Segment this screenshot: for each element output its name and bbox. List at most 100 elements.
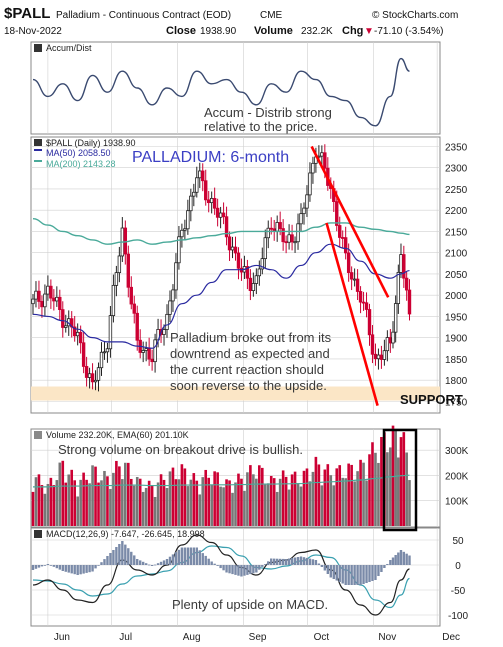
price-bar-body xyxy=(177,236,181,264)
month-label: Aug xyxy=(183,632,201,643)
volume-bar xyxy=(201,477,205,526)
price-bar-body xyxy=(58,296,62,311)
price-bar-body xyxy=(305,194,309,209)
macd-histogram-bar xyxy=(222,565,225,571)
volume-ema-line xyxy=(33,474,410,488)
volume-bar xyxy=(189,479,193,526)
macd-histogram-bar xyxy=(133,555,136,565)
volume-bar xyxy=(258,465,261,526)
volume-legend-text: Volume 232.20K, EMA(60) 201.10K xyxy=(46,430,189,440)
price-bar-body xyxy=(162,329,166,335)
volume-bar xyxy=(73,480,76,526)
price-tick-label: 2250 xyxy=(445,185,468,196)
macd-histogram-bar xyxy=(112,550,115,565)
volume-bar xyxy=(64,482,68,526)
macd-histogram-bar xyxy=(49,565,53,566)
volume-bar xyxy=(165,487,169,526)
volume-bar xyxy=(246,472,249,526)
volume-bar xyxy=(156,482,160,526)
macd-histogram-bar xyxy=(162,560,166,565)
price-bar-body xyxy=(147,348,151,360)
macd-histogram-bar xyxy=(284,559,288,565)
macd-histogram-bar xyxy=(141,561,145,565)
macd-histogram-bar xyxy=(106,556,109,565)
volume-bars-layer xyxy=(31,425,411,526)
volume-bar xyxy=(329,475,333,526)
volume-bar xyxy=(85,479,88,526)
volume-bar xyxy=(159,474,163,526)
volume-annotation: Strong volume on breakout drive is bulli… xyxy=(58,442,303,457)
price-legend: $PALL (Daily) 1938.90 MA(50) 2058.50 MA(… xyxy=(34,138,136,169)
macd-histogram-bar xyxy=(356,565,359,585)
volume-bar xyxy=(222,487,225,526)
volume-bar xyxy=(174,479,178,526)
price-bar-body xyxy=(52,297,56,302)
price-bar-body xyxy=(355,278,360,292)
price-bar-body xyxy=(407,289,412,315)
macd-histogram-bar xyxy=(240,565,243,577)
macd-histogram-bar xyxy=(314,560,318,565)
macd-histogram-bar xyxy=(335,565,338,581)
price-bar-body xyxy=(102,351,107,354)
macd-histogram-bar xyxy=(308,558,312,565)
macd-histogram-bar xyxy=(159,561,163,565)
macd-histogram-bar xyxy=(371,565,374,581)
accum-legend: Accum/Dist xyxy=(34,43,92,53)
price-annotation-line4: soon reverse to the upside. xyxy=(170,378,327,393)
volume-bar xyxy=(377,462,380,526)
volume-bar xyxy=(138,478,142,526)
macd-legend-text: MACD(12,26,9) -7.647, -26.645, 18.998 xyxy=(46,529,205,539)
price-bar-body xyxy=(382,350,387,360)
macd-histogram-bar xyxy=(397,552,400,565)
price-bar-body xyxy=(129,286,133,305)
macd-histogram-bar xyxy=(347,565,350,585)
volume-bar xyxy=(132,485,136,526)
price-bar-body xyxy=(266,227,270,239)
price-annotation-line1: Palladium broke out from its xyxy=(170,330,332,345)
macd-histogram-bar xyxy=(73,565,76,575)
price-bar-body xyxy=(248,277,253,291)
price-bar-body xyxy=(278,222,282,229)
macd-tick-label: 50 xyxy=(452,536,464,547)
volume-bar xyxy=(76,496,79,526)
chg-arrow-icon: ▼ xyxy=(364,26,374,37)
macd-histogram-bar xyxy=(34,565,38,569)
macd-histogram-bar xyxy=(353,565,356,585)
exchange-label: CME xyxy=(260,10,283,21)
price-bar-body xyxy=(141,350,145,353)
price-bar-body xyxy=(174,262,178,291)
price-bar-body xyxy=(78,331,83,344)
volume-bar xyxy=(296,483,300,526)
macd-histogram-bar xyxy=(225,565,228,573)
price-bar-body xyxy=(257,268,262,277)
volume-bar xyxy=(126,462,130,526)
price-bar-body xyxy=(81,342,86,367)
macd-histogram-bar xyxy=(76,565,79,575)
macd-histogram-bar xyxy=(58,565,62,570)
price-tick-label: 1950 xyxy=(445,312,468,323)
volume-bar xyxy=(359,459,362,526)
ma50-legend-swatch xyxy=(34,149,42,151)
volume-bar xyxy=(135,476,139,526)
macd-histogram-bar xyxy=(168,556,172,565)
macd-histogram-bar xyxy=(94,565,97,569)
price-bar-body xyxy=(346,252,351,273)
volume-bar xyxy=(326,464,330,526)
volume-tick-label: 300K xyxy=(445,446,469,457)
price-bar-body xyxy=(31,298,35,305)
macd-histogram-bar xyxy=(43,565,47,566)
price-bar-body xyxy=(183,228,187,231)
price-bar-body xyxy=(338,225,342,238)
price-legend-swatch xyxy=(34,139,42,146)
price-bar-body xyxy=(192,191,196,197)
macd-histogram-bar xyxy=(186,547,190,565)
macd-histogram-bar xyxy=(180,547,184,565)
support-label: SUPPORT xyxy=(400,392,463,407)
price-bar-body xyxy=(64,325,68,328)
volume-bar xyxy=(210,484,213,526)
volume-bar xyxy=(124,462,127,526)
macd-histogram-bar xyxy=(234,565,237,575)
ma200-line xyxy=(32,218,410,245)
macd-histogram-bar xyxy=(147,564,151,566)
price-bar-body xyxy=(376,354,381,360)
